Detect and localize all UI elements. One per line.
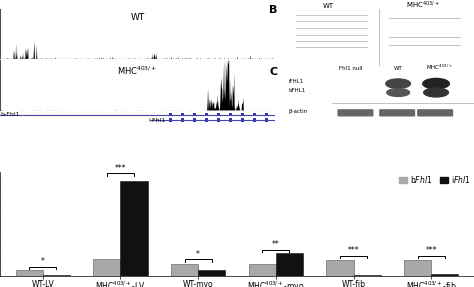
Text: iFHL1: iFHL1 <box>288 79 303 84</box>
Text: WT: WT <box>322 3 334 9</box>
Bar <box>253 113 256 116</box>
Text: WT: WT <box>130 13 145 22</box>
Ellipse shape <box>423 78 449 89</box>
Text: *: * <box>196 250 200 259</box>
Bar <box>169 118 172 122</box>
Bar <box>229 118 232 122</box>
Text: bFHL1: bFHL1 <box>288 88 305 93</box>
Text: WT: WT <box>394 66 402 71</box>
Bar <box>181 113 184 116</box>
Legend: b$Fhl1$, i$Fhl1$: b$Fhl1$, i$Fhl1$ <box>400 174 470 185</box>
Text: Fhl1 null: Fhl1 null <box>339 66 363 71</box>
Bar <box>198 270 225 276</box>
Bar <box>389 18 461 19</box>
Ellipse shape <box>386 79 410 88</box>
Bar <box>265 118 268 122</box>
Bar <box>404 260 431 276</box>
Text: i-Fhl1: i-Fhl1 <box>148 118 166 123</box>
Bar <box>205 118 208 122</box>
Text: ***: *** <box>115 164 126 173</box>
Bar <box>296 41 368 42</box>
Text: B: B <box>269 5 277 15</box>
Bar <box>169 113 172 116</box>
FancyBboxPatch shape <box>379 109 415 117</box>
Bar <box>16 269 43 276</box>
Ellipse shape <box>387 89 410 96</box>
Bar <box>296 47 368 49</box>
Bar <box>93 259 120 276</box>
FancyBboxPatch shape <box>337 109 374 117</box>
Text: MHC$^{403/+}$: MHC$^{403/+}$ <box>118 64 157 77</box>
Bar <box>327 260 354 276</box>
Bar <box>253 118 256 122</box>
FancyBboxPatch shape <box>417 109 453 117</box>
Bar <box>249 264 276 276</box>
Bar <box>193 118 196 122</box>
Bar <box>217 113 220 116</box>
Bar <box>241 113 245 116</box>
Bar <box>217 118 220 122</box>
Bar <box>389 45 461 46</box>
Bar <box>193 113 196 116</box>
Text: β-actin: β-actin <box>288 109 307 114</box>
Text: **: ** <box>272 240 280 249</box>
Bar <box>389 37 461 38</box>
Ellipse shape <box>424 88 448 97</box>
Bar <box>276 253 303 276</box>
Bar <box>389 28 461 29</box>
Bar <box>205 113 208 116</box>
Text: C: C <box>269 67 277 77</box>
Text: *: * <box>41 257 45 266</box>
Bar <box>296 15 368 16</box>
Bar <box>181 118 184 122</box>
Bar <box>265 113 268 116</box>
Bar <box>241 118 245 122</box>
Bar <box>171 264 198 276</box>
Text: MHC$^{403/+}$: MHC$^{403/+}$ <box>406 0 440 11</box>
Text: ***: *** <box>426 246 437 255</box>
Text: b-Fhl1: b-Fhl1 <box>0 112 19 117</box>
Bar <box>120 181 147 276</box>
Bar <box>354 275 381 276</box>
Bar <box>431 274 458 276</box>
Bar <box>296 34 368 36</box>
Bar <box>43 275 70 276</box>
Text: MHC$^{403/+}$: MHC$^{403/+}$ <box>426 63 453 72</box>
Bar <box>296 21 368 22</box>
Bar <box>296 28 368 29</box>
Bar <box>229 113 232 116</box>
Text: ***: *** <box>348 246 359 255</box>
